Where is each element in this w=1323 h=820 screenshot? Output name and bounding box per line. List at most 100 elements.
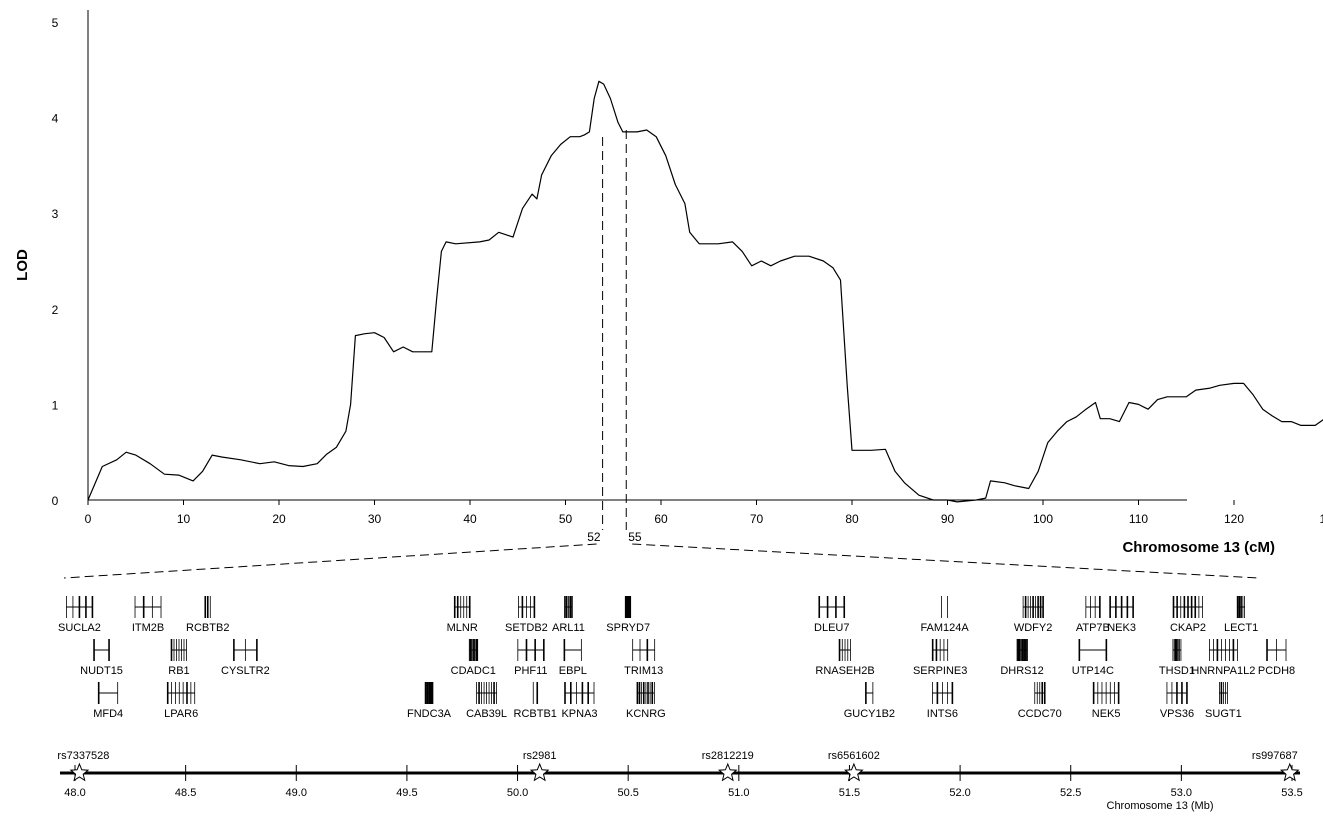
snp-marker-label: rs7337528 (57, 750, 109, 762)
snp-marker-star (1279, 762, 1300, 782)
gene-label: NEK3 (1107, 622, 1136, 634)
gene-label: DHRS12 (1000, 665, 1043, 677)
gene-label: PHF11 (514, 665, 547, 677)
gene-label: INTS6 (927, 708, 958, 720)
y-tick-label: 0 (52, 494, 59, 508)
gene-glyph: TRIM13 (624, 639, 663, 677)
gene-glyph: DLEU7 (814, 596, 849, 634)
gene-glyph: GUCY1B2 (844, 682, 895, 720)
x-tick-label: 90 (941, 512, 955, 526)
x-tick-label: 80 (845, 512, 859, 526)
gene-label: TRIM13 (624, 665, 663, 677)
gene-label: MFD4 (93, 708, 123, 720)
y-tick-label: 5 (52, 16, 59, 30)
gene-label: RNASEH2B (815, 665, 874, 677)
linkage-interval: 52 55 (63, 130, 1259, 579)
gene-label: MLNR (447, 622, 478, 634)
x-tick-label: 0 (85, 512, 92, 526)
gene-glyph: CAB39L (466, 682, 507, 720)
gene-label: CKAP2 (1170, 622, 1206, 634)
x-tick-label: 30 (368, 512, 382, 526)
gene-label: NUDT15 (80, 665, 123, 677)
snp-marker-star (717, 762, 738, 782)
snp-marker-label: rs6561602 (828, 750, 880, 762)
x-tick-label: 70 (750, 512, 764, 526)
snp-marker-label: rs2981 (523, 750, 557, 762)
gene-glyph: THSD1 (1159, 639, 1195, 677)
gene-label: DLEU7 (814, 622, 849, 634)
lod-axes: 0 10 20 30 40 50 60 70 80 90 100 110 120 130 0 1 2 3 4 5 (52, 10, 1323, 526)
interval-right-label: 55 (628, 530, 642, 544)
gene-glyph: CKAP2 (1170, 596, 1206, 634)
gene-label: CAB39L (466, 708, 507, 720)
x-tick-label: 40 (463, 512, 477, 526)
gene-label: RCBTB2 (186, 622, 229, 634)
gene-label: SETDB2 (505, 622, 548, 634)
gene-label: PCDH8 (1258, 665, 1295, 677)
gene-glyph: SUCLA2 (58, 596, 101, 634)
snp-marker-label: rs2812219 (702, 750, 754, 762)
x-tick-label: 110 (1129, 512, 1148, 526)
gene-glyph: DHRS12 (1000, 639, 1044, 677)
mb-tick-label: 50.0 (507, 787, 528, 799)
gene-glyph: FAM124A (920, 596, 969, 634)
gene-glyph: SETDB2 (505, 596, 548, 634)
snp-marker-label: rs997687 (1252, 750, 1298, 762)
gene-glyph: WDFY2 (1014, 596, 1052, 634)
gene-glyph: RCBTB2 (186, 596, 229, 634)
gene-label: NEK5 (1092, 708, 1121, 720)
gene-glyph: LECT1 (1224, 596, 1258, 634)
lod-series-line (87, 80, 1323, 503)
gene-glyph: SERPINE3 (913, 639, 967, 677)
gene-glyph: NUDT15 (80, 639, 123, 677)
lod-curve (87, 80, 1323, 503)
gene-glyph: RB1 (168, 639, 190, 677)
interval-left-label: 52 (587, 530, 601, 544)
gene-label: ATP7B (1076, 622, 1110, 634)
gene-map: SUCLA2 ITM2B RCBTB2 MLNR SETDB2 ARL11 SPRYD7 DL… (58, 596, 1295, 720)
gene-glyph: ITM2B (132, 596, 164, 634)
mb-tick-label: 51.5 (839, 787, 860, 799)
mb-tick-label: 53.5 (1281, 787, 1302, 799)
x-tick-label: 10 (177, 512, 191, 526)
gene-glyph: INTS6 (927, 682, 958, 720)
gene-glyph: KCNRG (626, 682, 666, 720)
physical-map-axis: 48.0 48.5 49.0 49.5 50.0 50.5 51.0 51.5 52.0 52.5… (57, 750, 1302, 799)
gene-glyph: HNRNPA1L2 (1191, 639, 1255, 677)
gene-label: GUCY1B2 (844, 708, 895, 720)
gene-glyph: MLNR (447, 596, 478, 634)
mb-tick-label: 49.0 (286, 787, 307, 799)
mb-tick-label: 48.0 (64, 787, 85, 799)
x-tick-label: 20 (272, 512, 286, 526)
gene-glyph: NEK3 (1107, 596, 1136, 634)
gene-glyph: CYSLTR2 (221, 639, 270, 677)
gene-glyph: PCDH8 (1258, 639, 1295, 677)
gene-glyph: KPNA3 (561, 682, 598, 720)
y-tick-label: 4 (52, 112, 59, 126)
gene-glyph: CDADC1 (451, 639, 496, 677)
gene-label: SUGT1 (1205, 708, 1242, 720)
snp-marker-star (529, 762, 550, 782)
x-tick-label: 120 (1224, 512, 1244, 526)
x-tick-label: 100 (1033, 512, 1053, 526)
y-tick-label: 2 (52, 303, 59, 317)
gene-glyph: CCDC70 (1018, 682, 1062, 720)
gene-label: SPRYD7 (606, 622, 650, 634)
gene-label: SUCLA2 (58, 622, 101, 634)
gene-label: KPNA3 (561, 708, 597, 720)
gene-label: KCNRG (626, 708, 666, 720)
gene-label: FAM124A (920, 622, 969, 634)
y-tick-label: 3 (52, 207, 59, 221)
y-tick-label: 1 (52, 398, 59, 412)
gene-label: ITM2B (132, 622, 164, 634)
x-tick-label: 50 (559, 512, 573, 526)
mb-tick-label: 50.5 (617, 787, 638, 799)
gene-label: HNRNPA1L2 (1191, 665, 1255, 677)
gene-glyph: SPRYD7 (606, 596, 650, 634)
gene-label: CDADC1 (451, 665, 496, 677)
gene-glyph: NEK5 (1092, 682, 1121, 720)
gene-glyph: ATP7B (1076, 596, 1110, 634)
gene-glyph: UTP14C (1072, 639, 1114, 677)
snp-marker-star (69, 762, 90, 782)
